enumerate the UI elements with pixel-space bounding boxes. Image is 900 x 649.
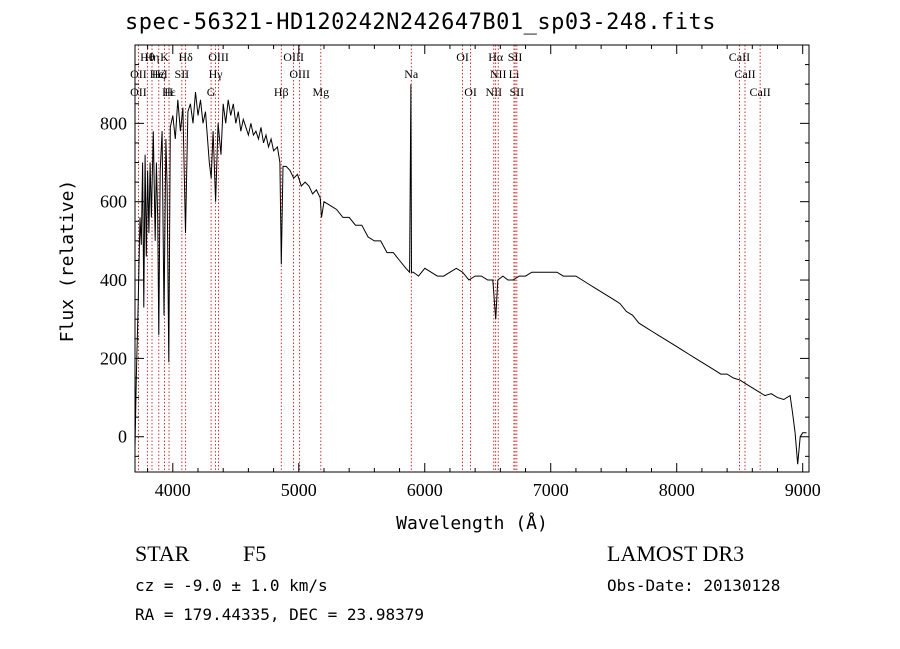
line-marker-label: Na bbox=[404, 67, 419, 81]
line-marker-label: K bbox=[160, 50, 169, 64]
line-marker-label: OIII bbox=[208, 50, 229, 64]
redshift-text: cz = -9.0 ± 1.0 km/s bbox=[135, 576, 328, 595]
line-marker-label: Hη bbox=[145, 50, 160, 64]
line-marker-label: SII bbox=[175, 67, 190, 81]
line-marker-label: Hβ bbox=[274, 85, 289, 99]
x-tick-label: 7000 bbox=[533, 480, 569, 500]
line-marker-label: HeI bbox=[150, 67, 168, 81]
line-marker-label: SII bbox=[508, 50, 523, 64]
line-marker-label: OII bbox=[130, 85, 147, 99]
y-axis: 0 200 400 600 800 bbox=[100, 64, 809, 457]
x-axis: 4000 5000 6000 7000 8000 9000 bbox=[147, 45, 821, 500]
line-marker-label: CaII bbox=[749, 85, 770, 99]
y-tick-label: 0 bbox=[118, 427, 127, 447]
line-marker-label: CaII bbox=[729, 50, 750, 64]
x-tick-label: 6000 bbox=[407, 480, 443, 500]
x-tick-label: 8000 bbox=[659, 480, 695, 500]
line-marker-label: OIII bbox=[289, 67, 310, 81]
survey-name: LAMOST DR3 bbox=[607, 541, 745, 566]
line-marker-label: OI bbox=[456, 50, 469, 64]
chart-title: spec-56321-HD120242N242647B01_sp03-248.f… bbox=[125, 10, 717, 35]
spectrum-line bbox=[134, 84, 807, 465]
line-marker-label: Li bbox=[509, 67, 520, 81]
line-marker-label: Hθ bbox=[140, 50, 155, 64]
x-axis-label: Wavelength (Å) bbox=[396, 512, 548, 534]
line-marker-label: Hδ bbox=[178, 50, 193, 64]
obs-date-text: Obs-Date: 20130128 bbox=[607, 576, 781, 595]
plot-frame bbox=[134, 44, 810, 473]
line-marker-label: Hα bbox=[488, 50, 504, 64]
line-marker-label: Hε bbox=[162, 85, 176, 99]
x-tick-label: 9000 bbox=[785, 480, 821, 500]
y-tick-label: 200 bbox=[100, 348, 127, 368]
line-marker-label: CaII bbox=[734, 67, 755, 81]
line-marker-label: NII bbox=[485, 85, 502, 99]
x-tick-label: 5000 bbox=[281, 480, 317, 500]
object-subclass: F5 bbox=[243, 541, 267, 566]
y-axis-label: Flux (relative) bbox=[57, 180, 78, 343]
line-marker-label: H bbox=[164, 85, 173, 99]
x-tick-label: 4000 bbox=[155, 480, 191, 500]
line-marker-label: G bbox=[207, 85, 216, 99]
line-marker-label: Hγ bbox=[209, 67, 224, 81]
object-class: STAR bbox=[135, 541, 190, 566]
line-marker-label: OI bbox=[464, 85, 477, 99]
line-marker-label: OII bbox=[130, 67, 147, 81]
y-tick-label: 600 bbox=[100, 192, 127, 212]
coordinates-text: RA = 179.44335, DEC = 23.98379 bbox=[135, 605, 424, 624]
line-marker-label: Mg bbox=[312, 85, 329, 99]
line-marker-label: SII bbox=[510, 85, 525, 99]
line-marker-label: NII bbox=[490, 67, 507, 81]
y-tick-label: 800 bbox=[100, 113, 127, 133]
line-marker-label: Hζ bbox=[152, 67, 166, 81]
line-marker-label: OIII bbox=[283, 50, 304, 64]
y-tick-label: 400 bbox=[100, 270, 127, 290]
